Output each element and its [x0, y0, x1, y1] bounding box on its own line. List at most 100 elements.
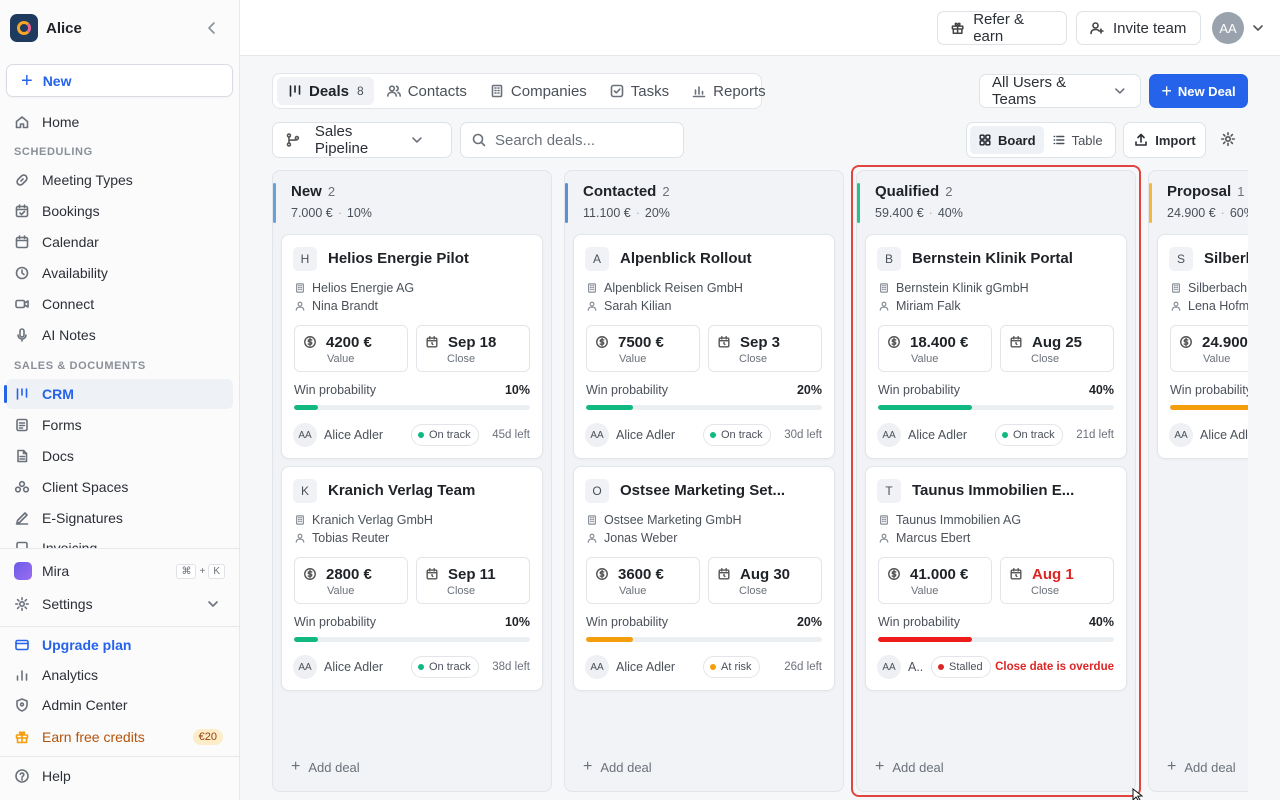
deal-card[interactable]: B Bernstein Klinik Portal Bernstein Klin…	[865, 234, 1127, 459]
deal-value-label: Value	[911, 585, 939, 597]
keyboard-shortcut: ⌘ + K	[176, 563, 225, 579]
sidebar-item-mira[interactable]: Mira ⌘ + K	[6, 556, 233, 586]
sidebar-item-docs[interactable]: Docs	[6, 441, 233, 471]
deal-contact-name: Tobias Reuter	[312, 531, 390, 545]
deal-initial: K	[293, 479, 317, 503]
users-teams-select[interactable]: All Users & Teams	[979, 74, 1141, 108]
refer-earn-button[interactable]: Refer & earn	[937, 11, 1067, 45]
win-probability-label: Win probability	[294, 383, 376, 397]
sidebar-item-crm[interactable]: CRM	[4, 379, 233, 409]
pipeline-column-contacted: Contacted 2 11.100 € · 20% A Alpenblick Rol…	[564, 170, 844, 792]
owner-avatar: AA	[293, 655, 317, 679]
chevron-down-icon[interactable]	[1250, 20, 1266, 36]
import-label: Import	[1155, 132, 1196, 148]
status-badge: On track	[703, 424, 771, 446]
table-view-button[interactable]: Table	[1044, 126, 1111, 154]
sidebar-item-e-signatures[interactable]: E-Signatures	[6, 503, 233, 533]
sidebar-item-home[interactable]: Home	[6, 107, 233, 137]
deal-card[interactable]: O Ostsee Marketing Set... Ostsee Marketi…	[573, 466, 835, 691]
users-icon	[14, 480, 30, 493]
sidebar-item-label: AI Notes	[42, 327, 96, 343]
deal-card[interactable]: S Silberbach Silberbach Lena Hofmann 24.…	[1157, 234, 1248, 459]
tab-tasks[interactable]: Tasks	[599, 77, 679, 105]
search-input[interactable]	[495, 131, 665, 149]
deal-title: Kranich Verlag Team	[328, 482, 476, 499]
tab-label: Tasks	[630, 82, 670, 100]
import-button[interactable]: Import	[1123, 122, 1206, 158]
deal-title: Silberbach	[1204, 250, 1248, 267]
pipeline-select[interactable]: Sales Pipeline	[272, 122, 452, 158]
win-probability-fill	[1170, 405, 1248, 410]
status-badge: At risk	[703, 656, 760, 678]
sidebar-item-earn-credits[interactable]: Earn free credits €20	[6, 722, 233, 752]
shortcut-key: ⌘	[176, 563, 197, 579]
column-color-bar	[1149, 183, 1152, 223]
sidebar-item-forms[interactable]: Forms	[6, 410, 233, 440]
invite-team-button[interactable]: Invite team	[1076, 11, 1201, 45]
deal-value-box: 24.900 € Value	[1170, 325, 1248, 372]
column-percent: 20%	[644, 206, 670, 220]
sidebar-item-admin-center[interactable]: Admin Center	[6, 690, 233, 720]
sidebar-item-calendar[interactable]: Calendar	[6, 227, 233, 257]
column-count: 2	[662, 184, 670, 199]
sidebar-item-availability[interactable]: Availability	[6, 258, 233, 288]
deal-card[interactable]: A Alpenblick Rollout Alpenblick Reisen G…	[573, 234, 835, 459]
tab-reports[interactable]: Reports	[681, 77, 776, 105]
deal-company: Silberbach	[1170, 281, 1247, 295]
help-icon	[15, 769, 29, 783]
deal-contact-name: Jonas Weber	[604, 531, 678, 545]
add-deal-button[interactable]: + Add deal	[1167, 759, 1236, 775]
column-color-bar	[565, 183, 568, 223]
deal-value: 4200 €	[326, 334, 372, 351]
sidebar-item-bookings[interactable]: Bookings	[6, 196, 233, 226]
plus-icon: +	[1161, 81, 1172, 101]
deal-close-box: Sep 18 Close	[416, 325, 530, 372]
sidebar-item-ai-notes[interactable]: AI Notes	[6, 320, 233, 350]
new-button[interactable]: + New	[6, 64, 233, 97]
sidebar-item-connect[interactable]: Connect	[6, 289, 233, 319]
credit-card-icon	[15, 639, 29, 651]
deal-company: Taunus Immobilien AG	[878, 513, 1021, 527]
column-total: 24.900 €	[1167, 206, 1216, 220]
deal-value: 7500 €	[618, 334, 664, 351]
deal-value-label: Value	[911, 353, 939, 365]
add-deal-button[interactable]: + Add deal	[875, 759, 944, 775]
sidebar-item-upgrade-plan[interactable]: Upgrade plan	[6, 630, 233, 660]
collapse-sidebar-icon[interactable]	[204, 20, 220, 36]
tab-companies[interactable]: Companies	[479, 77, 597, 105]
deal-close-date: Aug 1	[1032, 566, 1074, 583]
deal-value-label: Value	[1203, 353, 1231, 365]
deal-company: Kranich Verlag GmbH	[294, 513, 433, 527]
user-avatar[interactable]: AA	[1212, 12, 1244, 44]
building-icon	[586, 282, 604, 294]
sidebar-item-analytics[interactable]: Analytics	[6, 660, 233, 690]
sidebar-item-meeting-types[interactable]: Meeting Types	[6, 165, 233, 195]
deal-card[interactable]: K Kranich Verlag Team Kranich Verlag Gmb…	[281, 466, 543, 691]
person-icon	[1170, 300, 1188, 312]
sidebar-item-invoicing[interactable]: Invoicing	[6, 534, 233, 548]
deal-value-label: Value	[327, 585, 355, 597]
sidebar-item-help[interactable]: Help	[6, 761, 233, 791]
win-probability-bar	[294, 405, 530, 410]
win-probability-fill	[878, 637, 973, 642]
sidebar-item-client-spaces[interactable]: Client Spaces	[6, 472, 233, 502]
owner-avatar: AA	[877, 423, 901, 447]
deal-card[interactable]: T Taunus Immobilien E... Taunus Immobili…	[865, 466, 1127, 691]
owner-avatar: AA	[1169, 423, 1193, 447]
deal-close-date: Aug 30	[740, 566, 791, 583]
win-probability-bar	[586, 405, 822, 410]
board-view-button[interactable]: Board	[970, 126, 1044, 154]
new-deal-button[interactable]: + New Deal	[1149, 74, 1248, 108]
gear-icon[interactable]	[1220, 131, 1236, 147]
deal-company: Helios Energie AG	[294, 281, 414, 295]
deal-company-name: Silberbach	[1188, 281, 1248, 295]
workspace-switcher[interactable]: Alice	[10, 14, 230, 42]
deal-card[interactable]: H Helios Energie Pilot Helios Energie AG…	[281, 234, 543, 459]
tab-contacts[interactable]: Contacts	[376, 77, 477, 105]
add-deal-button[interactable]: + Add deal	[583, 759, 652, 775]
sidebar-item-settings[interactable]: Settings	[6, 589, 233, 619]
building-icon	[294, 514, 312, 526]
deal-company-name: Ostsee Marketing GmbH	[604, 513, 742, 527]
tab-deals[interactable]: Deals 8	[277, 77, 374, 105]
add-deal-button[interactable]: + Add deal	[291, 759, 360, 775]
